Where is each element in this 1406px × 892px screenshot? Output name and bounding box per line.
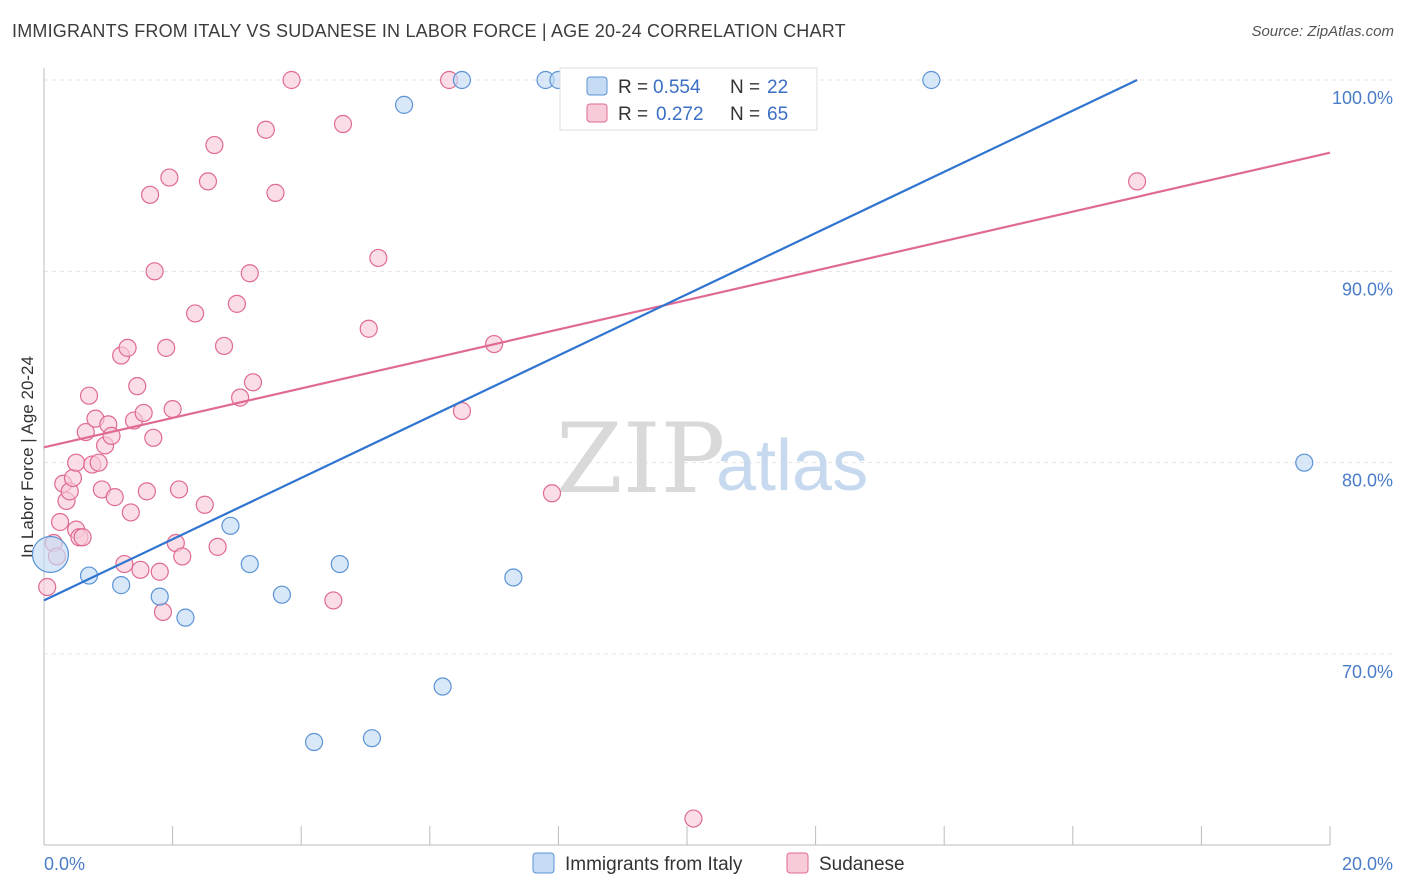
- italy-point-19: [1295, 453, 1314, 472]
- italy-point-6: [240, 554, 259, 574]
- sudanese-point-51: [243, 373, 263, 392]
- italy-point-11: [394, 95, 414, 114]
- italy-point-3: [150, 587, 169, 606]
- watermark-zip: ZIP: [556, 403, 725, 515]
- sudanese-point-21: [105, 488, 124, 507]
- sudanese-point-29: [134, 403, 153, 423]
- sudanese-point-53: [266, 183, 285, 202]
- y-tick-label-1: 80.0%: [1342, 471, 1393, 491]
- italy-point-5: [221, 516, 240, 535]
- sudanese-point-55: [324, 591, 343, 610]
- italy-point-12: [433, 677, 452, 696]
- sudanese-point-58: [369, 248, 388, 268]
- sudanese-point-40: [169, 480, 189, 499]
- sudanese-point-37: [160, 168, 179, 187]
- legend-swatch-italy: [586, 76, 608, 96]
- legend-sudanese-r-label: R =: [618, 104, 648, 125]
- italy-point-10: [362, 729, 382, 748]
- legend-italy-n-label: N =: [730, 77, 760, 98]
- sudanese-point-63: [684, 809, 703, 828]
- chart-title: IMMIGRANTS FROM ITALY VS SUDANESE IN LAB…: [12, 21, 846, 41]
- sudanese-point-16: [89, 453, 108, 472]
- x-tick-label-1: 20.0%: [1342, 854, 1393, 874]
- italy-point-2: [112, 576, 131, 595]
- bottom-legend: Immigrants from Italy Sudanese: [532, 852, 905, 875]
- sudanese-point-38: [163, 399, 182, 419]
- sudanese-point-42: [186, 304, 205, 323]
- legend-italy-n: 22: [767, 77, 788, 98]
- legend-sudanese-n: 65: [767, 104, 788, 125]
- trend-lines: [43, 79, 1331, 602]
- italy-trend-line: [43, 79, 1138, 602]
- sudanese-point-30: [137, 482, 156, 501]
- bottom-legend-italy: Immigrants from Italy: [565, 854, 743, 875]
- sudanese-point-36: [157, 338, 176, 357]
- sudanese-point-7: [63, 468, 83, 488]
- legend-swatch-sudanese: [586, 103, 608, 123]
- sudanese-point-28: [131, 560, 150, 579]
- italy-point-18: [922, 70, 941, 90]
- sudanese-point-11: [73, 528, 92, 547]
- sudanese-point-56: [333, 114, 353, 134]
- sudanese-point-3: [50, 512, 70, 532]
- sudanese-point-27: [128, 377, 147, 396]
- sudanese-point-41: [173, 547, 192, 566]
- sudanese-point-24: [118, 338, 137, 357]
- sudanese-point-54: [282, 70, 301, 90]
- sudanese-point-35: [153, 602, 173, 622]
- sudanese-point-62: [542, 484, 562, 503]
- sudanese-point-25: [121, 503, 140, 522]
- italy-points: [31, 70, 1314, 752]
- bottom-legend-swatch-italy: [532, 852, 555, 874]
- y-tick-labels: 70.0% 80.0% 90.0% 100.0%: [1332, 88, 1393, 682]
- x-tick-labels: 0.0% 20.0%: [44, 854, 1393, 874]
- y-tick-label-0: 70.0%: [1342, 662, 1393, 682]
- source-label: Source: ZipAtlas.com: [1251, 23, 1394, 40]
- y-tick-label-3: 100.0%: [1332, 88, 1393, 108]
- sudanese-point-8: [67, 453, 86, 472]
- x-ticks: [43, 826, 1331, 845]
- italy-point-4: [176, 608, 195, 627]
- x-tick-label-0: 0.0%: [44, 854, 85, 874]
- sudanese-point-50: [240, 264, 259, 283]
- sudanese-point-44: [198, 172, 218, 191]
- sudanese-point-52: [256, 120, 275, 139]
- sudanese-trend-line: [43, 151, 1331, 449]
- y-axis-title: In Labor Force | Age 20-24: [18, 356, 37, 558]
- legend-italy-r: 0.554: [653, 77, 701, 98]
- sudanese-point-13: [79, 386, 99, 405]
- italy-point-7: [272, 585, 292, 604]
- y-tick-label-2: 90.0%: [1342, 279, 1393, 299]
- sudanese-point-31: [140, 185, 160, 204]
- sudanese-point-45: [205, 135, 224, 155]
- watermark-atlas: atlas: [716, 426, 868, 506]
- sudanese-point-0: [38, 577, 57, 597]
- legend-sudanese-r: 0.272: [656, 104, 704, 125]
- italy-point-0: [31, 535, 70, 574]
- sudanese-point-64: [1127, 172, 1147, 191]
- watermark: ZIP atlas: [556, 403, 868, 515]
- sudanese-point-48: [227, 294, 246, 313]
- italy-point-13: [452, 70, 472, 90]
- legend-italy-r-label: R =: [618, 77, 648, 98]
- sudanese-point-43: [195, 495, 214, 514]
- sudanese-point-57: [359, 319, 378, 338]
- sudanese-point-34: [150, 562, 169, 581]
- sudanese-point-33: [145, 262, 164, 281]
- legend: R = 0.554 N = 22 R = 0.272 N = 65: [559, 67, 818, 131]
- sudanese-point-32: [144, 428, 163, 447]
- italy-point-9: [330, 554, 349, 574]
- legend-sudanese-n-label: N =: [730, 104, 760, 125]
- sudanese-point-47: [214, 336, 234, 356]
- bottom-legend-sudanese: Sudanese: [819, 854, 905, 875]
- sudanese-point-46: [208, 537, 227, 556]
- italy-point-8: [304, 732, 324, 752]
- italy-point-14: [504, 568, 523, 587]
- bottom-legend-swatch-sudanese: [786, 852, 809, 874]
